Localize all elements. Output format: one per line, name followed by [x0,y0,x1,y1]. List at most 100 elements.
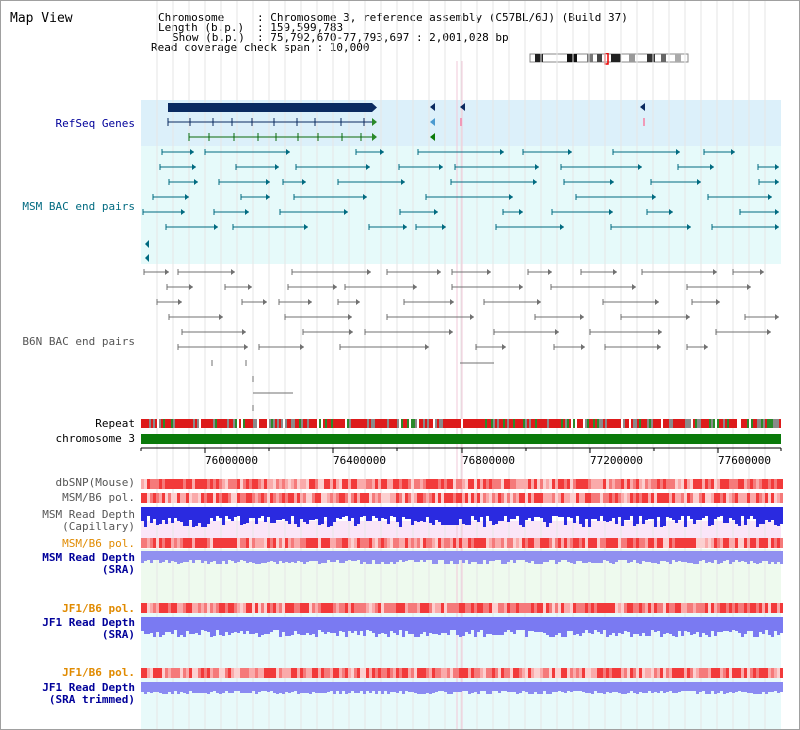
track-label-dbsnp[interactable]: dbSNP(Mouse) [55,476,135,489]
jf1-pol2-heat [153,668,156,678]
msm-depth-sra-bar [183,551,186,562]
track-label-b6n-bac[interactable]: B6N BAC end pairs [22,335,135,348]
dbsnp-heat [570,479,573,489]
msm-pol2-heat [534,538,537,548]
dbsnp-heat [222,479,225,489]
msm-pol2-heat [516,538,519,548]
msm-pol2-heat [582,538,585,548]
msm-pol2-heat [702,538,705,548]
msm-depth-cap-bar [342,507,345,517]
track-label-msm-depth-cap-1[interactable]: MSM Read Depth [42,508,135,521]
jf1-depth-sra-bar [537,617,540,632]
track-label-repeat[interactable]: Repeat [95,417,135,430]
jf1-depth-sra-bar [246,617,249,631]
dbsnp-heat [198,479,201,489]
jf1-pol2-heat [696,668,699,678]
msm-depth-cap-bar [267,507,270,517]
repeat-segment [345,419,347,428]
repeat-segment [701,419,703,428]
jf1-depth-trim-bar [777,682,780,693]
jf1-pol2-heat [147,668,150,678]
jf1-depth-sra-bar [504,617,507,632]
repeat-segment [453,419,455,428]
msm-pol2-heat [213,538,216,548]
msm-pol2-heat [285,538,288,548]
msm-bac-end [775,164,779,170]
jf1-pol-heat [378,603,381,613]
dbsnp-heat [249,479,252,489]
jf1-depth-sra-bar [375,617,378,637]
jf1-depth-sra-bar [609,617,612,635]
jf1-pol2-heat [576,668,579,678]
msm-depth-cap-bar [405,507,408,519]
jf1-pol2-heat [657,668,660,678]
repeat-segment [347,419,349,428]
dbsnp-heat [429,479,432,489]
track-label-msm-depth-sra-1[interactable]: MSM Read Depth [42,551,135,564]
repeat-segment [333,419,335,428]
jf1-depth-trim-bar [483,682,486,691]
b6n-bac-end [519,284,523,290]
dbsnp-heat [399,479,402,489]
jf1-pol2-heat [747,668,750,678]
jf1-depth-sra-bar [525,617,528,637]
msm-pol-heat [195,493,198,503]
repeat-segment [651,419,653,428]
b6n-bac-end [449,329,453,335]
track-label-jf1-b6-pol-1[interactable]: JF1/B6 pol. [62,602,135,615]
jf1-depth-sra-bar [633,617,636,634]
track-label-msm-bac[interactable]: MSM BAC end pairs [22,200,135,213]
repeat-segment [669,419,671,428]
track-label-msm-b6-pol-1[interactable]: MSM/B6 pol. [62,491,135,504]
jf1-depth-trim-bar [492,682,495,691]
repeat-segment [255,419,257,428]
jf1-depth-trim-bar [594,682,597,691]
jf1-pol-heat [141,603,144,613]
msm-pol-heat [273,493,276,503]
msm-depth-cap-bar [237,507,240,516]
msm-pol2-heat [237,538,240,548]
msm-pol-heat [654,493,657,503]
msm-pol2-heat [333,538,336,548]
jf1-depth-sra-bar [750,617,753,631]
jf1-pol-heat [750,603,753,613]
msm-depth-sra-bar [306,551,309,562]
dbsnp-heat [282,479,285,489]
length-key: Length (b.p.) [158,21,245,34]
track-label-jf1-depth-sra-1[interactable]: JF1 Read Depth [42,616,135,629]
repeat-segment [413,419,415,428]
jf1-depth-trim-bar [540,682,543,694]
repeat-segment [163,419,165,428]
msm-pol-heat [423,493,426,503]
jf1-depth-sra-bar [162,617,165,635]
repeat-segment [401,419,403,428]
jf1-pol-heat [318,603,321,613]
chromosome-ideogram[interactable] [529,53,691,65]
jf1-depth-trim-bar [762,682,765,692]
track-label-chromosome[interactable]: chromosome 3 [55,432,135,445]
jf1-pol2-heat [435,668,438,678]
msm-pol2-heat [690,538,693,548]
jf1-pol2-heat [444,668,447,678]
track-label-refseq[interactable]: RefSeq Genes [55,117,135,130]
jf1-pol2-heat [348,668,351,678]
jf1-pol2-heat [372,668,375,678]
jf1-depth-sra-bar [174,617,177,630]
jf1-pol-heat [696,603,699,613]
dbsnp-heat [201,479,204,489]
jf1-depth-trim-bar [372,682,375,691]
jf1-pol2-heat [273,668,276,678]
jf1-pol-heat [384,603,387,613]
track-label-msm-b6-pol-2[interactable]: MSM/B6 pol. [62,537,135,550]
track-label-jf1-depth-trim-1[interactable]: JF1 Read Depth [42,681,135,694]
dbsnp-heat [468,479,471,489]
repeat-segment [313,419,315,428]
msm-depth-sra-bar [534,551,537,564]
jf1-depth-trim-bar [180,682,183,692]
track-label-jf1-b6-pol-2[interactable]: JF1/B6 pol. [62,666,135,679]
msm-depth-sra-bar [237,551,240,562]
repeat-segment [341,419,343,428]
jf1-depth-trim-bar [171,682,174,694]
